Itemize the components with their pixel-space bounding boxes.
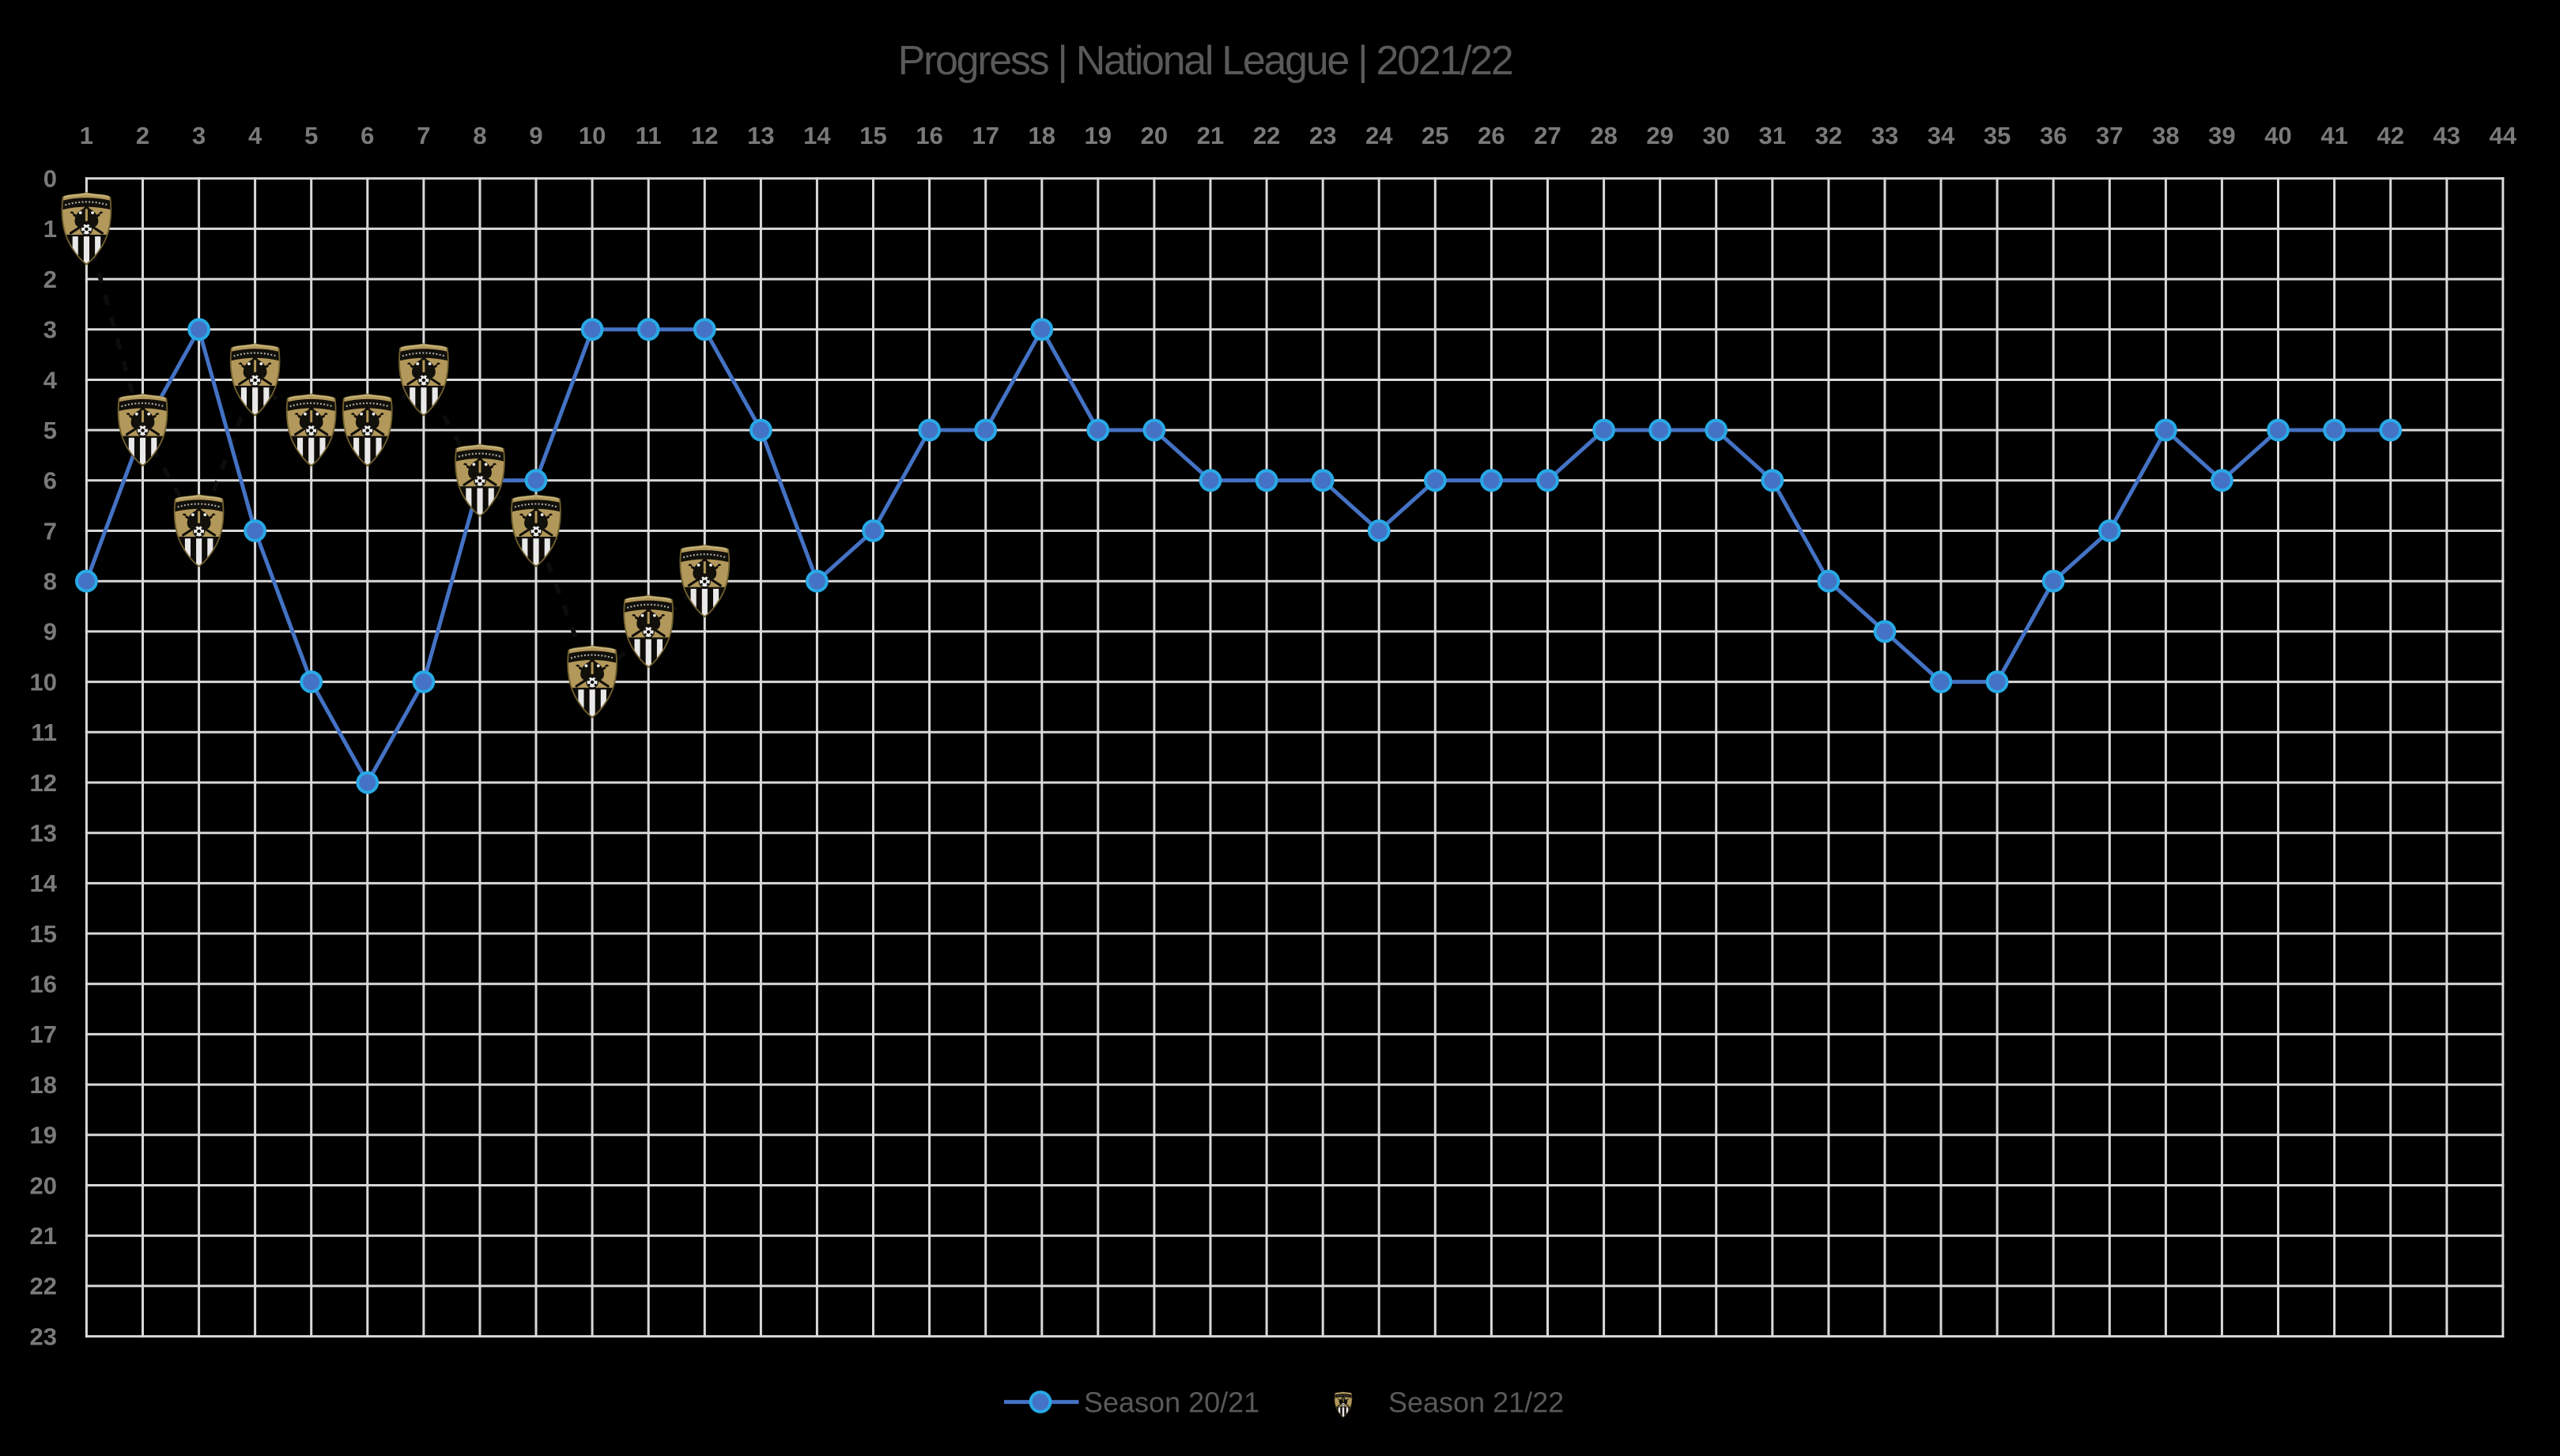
svg-text:15: 15 (859, 122, 886, 149)
svg-text:38: 38 (2152, 122, 2179, 149)
svg-text:28: 28 (1590, 122, 1617, 149)
svg-text:6: 6 (361, 122, 374, 149)
svg-text:21: 21 (30, 1222, 57, 1250)
svg-text:18: 18 (1029, 122, 1055, 149)
svg-text:31: 31 (1759, 122, 1786, 149)
svg-text:39: 39 (2208, 122, 2235, 149)
svg-text:4: 4 (248, 122, 262, 149)
svg-text:14: 14 (30, 869, 58, 897)
svg-text:17: 17 (972, 122, 999, 149)
svg-text:13: 13 (30, 820, 57, 847)
svg-text:14: 14 (803, 122, 831, 149)
svg-text:3: 3 (43, 316, 57, 344)
svg-text:23: 23 (1309, 122, 1336, 149)
svg-text:2: 2 (43, 266, 57, 293)
svg-text:9: 9 (43, 618, 57, 646)
svg-text:2: 2 (136, 122, 149, 149)
svg-text:41: 41 (2320, 122, 2347, 149)
svg-text:19: 19 (1085, 122, 1112, 149)
svg-text:1: 1 (80, 122, 93, 149)
svg-text:40: 40 (2264, 122, 2291, 149)
svg-text:34: 34 (1928, 122, 1955, 149)
svg-text:20: 20 (30, 1171, 57, 1199)
svg-text:8: 8 (43, 568, 57, 595)
svg-text:15: 15 (30, 920, 57, 948)
svg-text:5: 5 (304, 122, 318, 149)
svg-text:11: 11 (636, 122, 662, 149)
svg-text:9: 9 (529, 122, 542, 149)
svg-text:1: 1 (43, 215, 57, 243)
svg-text:30: 30 (1702, 122, 1729, 149)
svg-text:7: 7 (417, 122, 430, 149)
svg-text:37: 37 (2096, 122, 2123, 149)
svg-text:29: 29 (1646, 122, 1673, 149)
svg-text:3: 3 (192, 122, 206, 149)
svg-text:19: 19 (30, 1122, 57, 1149)
svg-text:8: 8 (473, 122, 486, 149)
svg-text:25: 25 (1422, 122, 1448, 149)
svg-text:27: 27 (1534, 122, 1561, 149)
svg-text:22: 22 (30, 1273, 57, 1300)
svg-text:Season 21/22: Season 21/22 (1388, 1386, 1564, 1419)
svg-text:42: 42 (2377, 122, 2403, 149)
svg-text:12: 12 (691, 122, 718, 149)
svg-text:13: 13 (747, 122, 774, 149)
svg-text:10: 10 (579, 122, 606, 149)
svg-text:44: 44 (2490, 122, 2517, 149)
svg-text:26: 26 (1478, 122, 1505, 149)
svg-text:18: 18 (30, 1071, 57, 1099)
svg-text:23: 23 (30, 1322, 57, 1350)
svg-text:32: 32 (1815, 122, 1842, 149)
svg-text:0: 0 (43, 165, 57, 193)
svg-text:33: 33 (1871, 122, 1898, 149)
svg-text:16: 16 (30, 971, 57, 998)
svg-text:22: 22 (1253, 122, 1280, 149)
svg-text:21: 21 (1197, 122, 1224, 149)
svg-text:Progress | National League | 2: Progress | National League | 2021/22 (898, 38, 1512, 84)
svg-text:6: 6 (43, 467, 57, 495)
svg-text:5: 5 (43, 417, 57, 444)
svg-text:11: 11 (31, 719, 57, 746)
svg-text:10: 10 (30, 668, 57, 696)
svg-text:17: 17 (30, 1020, 57, 1048)
svg-text:35: 35 (1984, 122, 2011, 149)
svg-text:4: 4 (43, 366, 58, 394)
svg-text:20: 20 (1141, 122, 1168, 149)
svg-text:7: 7 (43, 517, 57, 545)
svg-text:Season 20/21: Season 20/21 (1084, 1386, 1259, 1419)
svg-text:36: 36 (2040, 122, 2067, 149)
svg-text:16: 16 (916, 122, 942, 149)
svg-text:12: 12 (30, 769, 57, 797)
svg-text:43: 43 (2434, 122, 2460, 149)
svg-text:24: 24 (1365, 122, 1393, 149)
